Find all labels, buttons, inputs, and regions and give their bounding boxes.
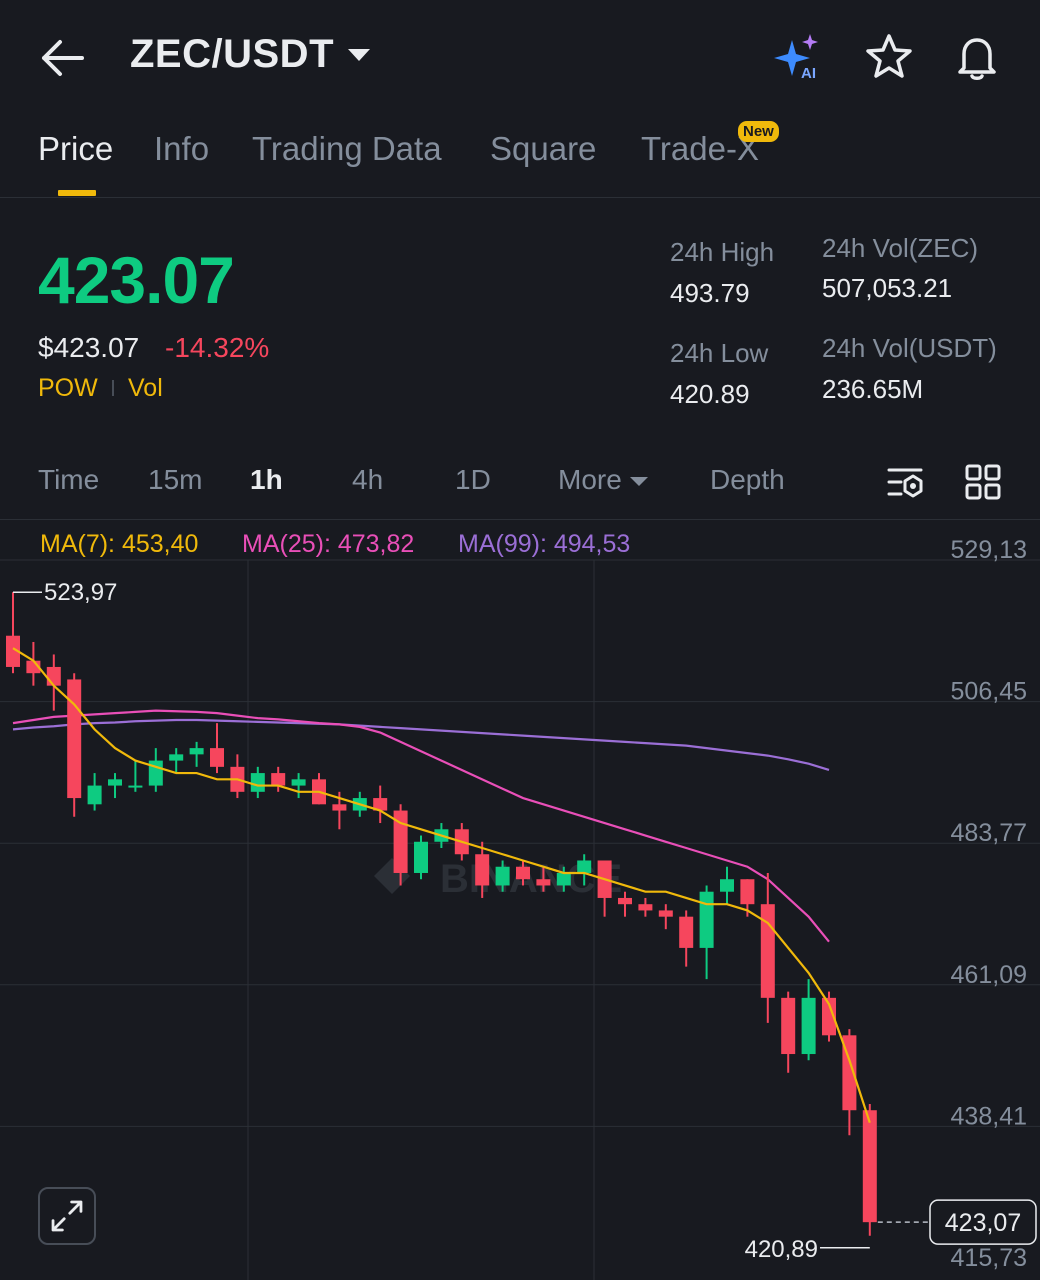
interval-15m[interactable]: 15m: [148, 464, 203, 495]
new-badge: New: [738, 121, 779, 142]
interval-bar: Time 15m 1h 4h 1D More Depth: [0, 450, 1040, 520]
tag-divider: [112, 380, 114, 396]
candle-body: [618, 897, 632, 905]
candle-body: [373, 798, 388, 811]
candle-body: [801, 997, 816, 1055]
candle-body: [169, 754, 184, 761]
interval-1d[interactable]: 1D: [455, 464, 491, 495]
low-label: 24h Low: [670, 338, 769, 368]
caret-down-icon: [348, 48, 370, 61]
high-marker-label: 523,97: [44, 579, 117, 606]
candle-body: [679, 916, 694, 948]
fullscreen-expand-icon[interactable]: [38, 1187, 96, 1245]
candle-body: [475, 854, 490, 886]
dropdown-caret-icon: [629, 477, 648, 487]
binance-watermark: BINANCE: [440, 857, 622, 901]
candle-body: [822, 997, 836, 1036]
ma99-line: [12, 718, 830, 772]
back-arrow-icon[interactable]: [38, 36, 86, 80]
candle-body: [414, 841, 428, 873]
candle-body: [210, 748, 224, 767]
layout-grid-icon[interactable]: [963, 462, 1003, 502]
y-axis-tick-label: 506,45: [951, 678, 1027, 706]
star-icon[interactable]: [864, 32, 914, 82]
interval-4h[interactable]: 4h: [352, 464, 384, 495]
candle-body: [495, 866, 510, 886]
usd-price: $423.07: [38, 332, 140, 363]
candle-body: [250, 773, 265, 792]
interval-time[interactable]: Time: [38, 464, 100, 495]
price-chart[interactable]: BINANCE 529,13 506,45 483,77 461,09 438,41 415…: [0, 520, 1040, 1280]
candle-body: [699, 891, 714, 948]
y-axis-tick-label: 529,13: [951, 536, 1027, 564]
candle-body: [842, 1035, 857, 1111]
candle-body: [536, 879, 551, 886]
candle-body: [781, 997, 796, 1055]
candle-body: [87, 785, 102, 805]
vol-quote-value: 236.65M: [822, 374, 924, 404]
ma7-legend: MA(7): 453,40: [40, 530, 199, 558]
candle-body: [556, 872, 571, 886]
ma25-legend: MA(25): 473,82: [242, 530, 415, 558]
ma7-line: [12, 647, 871, 1124]
tab-trading-data[interactable]: Trading Data: [252, 130, 442, 167]
vol-quote-label: 24h Vol(USDT): [822, 333, 997, 363]
y-axis-tick-label: 415,73: [951, 1244, 1027, 1272]
ai-label: AI: [801, 65, 816, 82]
candle-body: [128, 785, 143, 788]
interval-depth[interactable]: Depth: [710, 464, 785, 495]
y-axis-tick-label: 483,77: [951, 819, 1027, 847]
high-label: 24h High: [670, 237, 775, 267]
candle-body: [67, 679, 82, 799]
tag-pow[interactable]: POW: [38, 374, 98, 402]
tag-vol[interactable]: Vol: [128, 374, 163, 402]
last-price-label: 423,07: [945, 1209, 1021, 1237]
last-price-box: [929, 1199, 1037, 1245]
indicator-settings-icon[interactable]: [885, 462, 925, 502]
candle-body: [577, 860, 592, 873]
candle-body: [516, 866, 530, 880]
candle-body: [760, 904, 775, 998]
low-marker-label: 420,89: [745, 1236, 818, 1263]
candle-body: [189, 748, 204, 755]
tab-price[interactable]: Price: [38, 130, 114, 167]
vol-base-value: 507,053.21: [822, 273, 953, 303]
candle-body: [740, 879, 755, 905]
high-value: 493.79: [670, 278, 750, 308]
y-axis-tick-label: 438,41: [951, 1102, 1027, 1130]
tab-info[interactable]: Info: [154, 130, 210, 167]
interval-1h[interactable]: 1h: [250, 464, 283, 495]
candle-body: [393, 810, 408, 873]
candle-body: [108, 779, 122, 786]
main-tabs: Price Info Trading Data Square Trade-X: [0, 118, 1040, 198]
interval-more[interactable]: More: [558, 464, 648, 496]
bell-icon[interactable]: [952, 32, 1002, 82]
candle-body: [271, 773, 286, 786]
ai-sparkle-icon[interactable]: AI: [774, 32, 824, 82]
interval-more-label: More: [558, 464, 622, 495]
candle-body: [6, 635, 20, 667]
ma99-legend: MA(99): 494,53: [458, 530, 631, 558]
candle-body: [720, 879, 734, 892]
ma25-line: [12, 709, 830, 943]
candle-body: [291, 779, 306, 786]
candle-body: [332, 804, 347, 811]
price-change-percent: -14.32%: [165, 332, 270, 363]
y-axis-tick-label: 461,09: [951, 961, 1027, 989]
candle-body: [862, 1110, 877, 1223]
candle-body: [46, 666, 61, 686]
last-price: 423.07: [38, 243, 235, 317]
candle-body: [638, 904, 653, 911]
active-tab-indicator: [58, 190, 96, 196]
candle-body: [658, 910, 673, 917]
vol-base-label: 24h Vol(ZEC): [822, 233, 979, 263]
pair-title: ZEC/USDT: [130, 32, 334, 76]
tab-square[interactable]: Square: [490, 130, 597, 167]
low-value: 420.89: [670, 379, 750, 409]
pair-selector[interactable]: ZEC/USDT: [130, 32, 370, 77]
top-bar: ZEC/USDT AI: [0, 0, 1040, 115]
